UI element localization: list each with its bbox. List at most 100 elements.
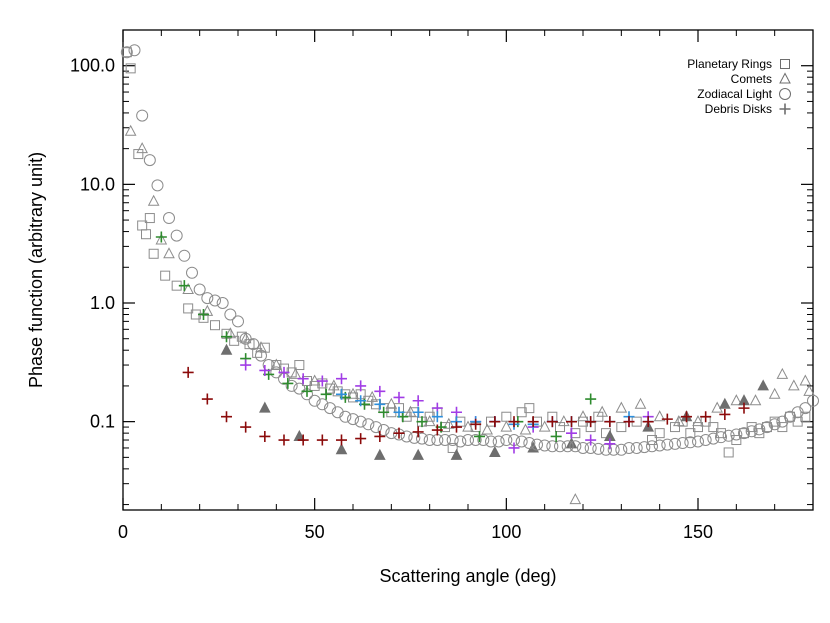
data-point	[331, 406, 344, 419]
data-point	[136, 142, 148, 154]
data-point	[423, 434, 436, 447]
data-point	[124, 124, 137, 136]
data-point	[293, 382, 306, 395]
data-point	[155, 233, 168, 245]
data-point	[592, 442, 605, 455]
data-point	[489, 416, 501, 428]
data-point	[500, 420, 513, 432]
data-point	[210, 320, 220, 331]
data-point	[776, 367, 789, 379]
data-point	[653, 439, 666, 452]
data-point	[719, 397, 731, 409]
data-point	[297, 373, 309, 385]
data-point	[519, 423, 532, 435]
data-point	[538, 420, 551, 432]
data-point	[182, 366, 194, 378]
data-point	[561, 440, 574, 453]
data-point	[278, 366, 290, 378]
data-point	[746, 422, 757, 433]
data-point	[676, 437, 689, 450]
data-point	[128, 44, 141, 57]
data-point	[700, 411, 712, 423]
data-point	[524, 403, 535, 414]
data-point	[474, 430, 485, 442]
data-point	[412, 406, 424, 418]
data-point	[247, 338, 260, 351]
data-point	[355, 395, 367, 407]
data-point	[596, 405, 608, 417]
data-point	[692, 415, 704, 427]
data-point	[193, 283, 206, 296]
data-point	[638, 441, 651, 454]
data-point	[320, 388, 332, 400]
y-tick-label: 100.0	[70, 56, 115, 76]
data-point	[634, 397, 647, 409]
data-point	[485, 435, 497, 448]
data-point	[141, 229, 151, 240]
x-tick-label: 0	[118, 522, 128, 542]
data-point	[316, 375, 328, 387]
data-point	[309, 380, 320, 391]
x-axis-title: Scattering angle (deg)	[379, 566, 556, 586]
data-point	[278, 434, 290, 446]
data-point	[715, 431, 727, 444]
data-point	[615, 443, 628, 456]
data-point	[501, 411, 512, 422]
data-point	[400, 430, 413, 443]
y-tick-label: 10.0	[80, 174, 115, 194]
data-point	[585, 393, 597, 405]
data-point	[761, 421, 773, 434]
data-point	[232, 315, 244, 328]
data-point	[224, 308, 237, 321]
data-point	[565, 437, 578, 449]
data-point	[393, 406, 405, 418]
data-point	[642, 416, 654, 428]
data-point	[416, 416, 428, 428]
data-point	[654, 428, 665, 439]
data-point	[481, 423, 493, 435]
y-tick-label: 0.1	[90, 412, 115, 432]
legend-label: Zodiacal Light	[697, 87, 772, 101]
data-point	[316, 434, 328, 446]
data-point	[566, 416, 577, 428]
data-point	[684, 436, 697, 449]
data-point	[661, 438, 674, 451]
data-point	[148, 248, 159, 259]
data-point	[325, 383, 335, 394]
data-point	[508, 416, 520, 428]
data-point	[377, 424, 390, 437]
data-point	[531, 438, 543, 451]
data-point	[221, 411, 232, 423]
data-point	[791, 406, 804, 419]
data-point	[711, 401, 723, 413]
data-point	[630, 441, 643, 454]
data-point	[339, 410, 352, 423]
data-point	[554, 440, 566, 453]
data-point	[183, 303, 194, 314]
data-point	[385, 397, 398, 409]
data-point	[163, 212, 175, 225]
data-point	[646, 440, 658, 453]
data-point	[366, 390, 378, 402]
legend-marker	[779, 103, 791, 115]
data-point	[788, 379, 800, 391]
data-point	[393, 427, 405, 439]
data-point	[163, 247, 175, 259]
data-point	[297, 434, 309, 446]
data-point	[336, 388, 347, 400]
data-point	[685, 428, 696, 439]
data-point	[316, 398, 329, 411]
data-point	[201, 292, 214, 305]
data-point	[515, 435, 528, 448]
data-point	[239, 332, 252, 344]
data-point	[144, 213, 155, 224]
data-point	[799, 402, 812, 415]
data-point	[462, 420, 474, 432]
data-point	[730, 428, 743, 441]
data-point	[446, 434, 459, 447]
data-point	[160, 270, 171, 281]
legend-marker	[779, 72, 791, 84]
data-point	[393, 391, 405, 403]
data-point	[722, 429, 735, 442]
